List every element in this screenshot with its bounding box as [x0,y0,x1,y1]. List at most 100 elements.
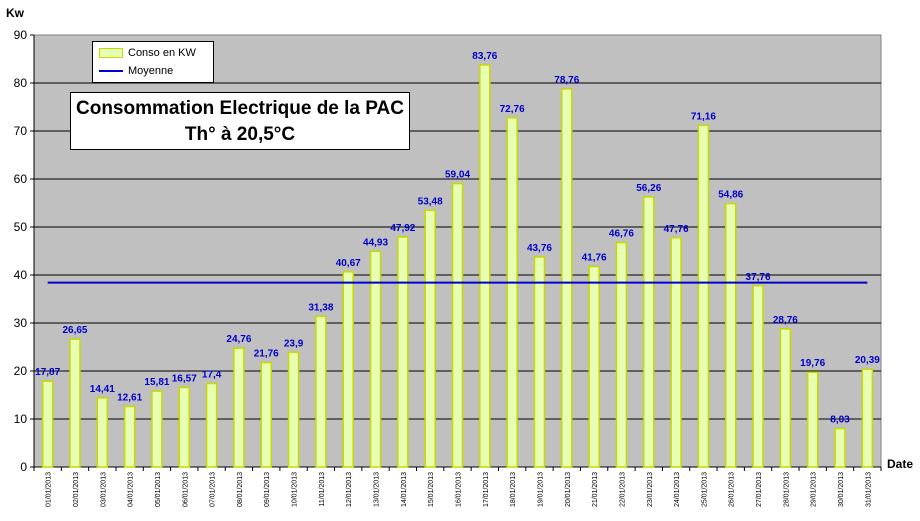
x-tick-label: 15/01/2013 [428,472,435,507]
bar [287,351,300,468]
data-label: 83,76 [472,51,497,62]
legend-swatch-conso [99,48,123,58]
y-tick-label: 50 [14,220,28,234]
legend: Conso en KW Moyenne [92,41,214,83]
y-tick-label: 90 [14,28,28,42]
bar [506,117,518,468]
x-axis-title: Date [887,457,914,471]
bar [697,124,710,468]
data-label: 59,04 [445,170,470,181]
y-tick-label: 0 [20,460,27,474]
bar [41,380,54,468]
x-tick-label: 28/01/2013 [783,472,790,507]
bar [96,397,109,468]
chart-title-box: Consommation Electrique de la PAC Th° à … [70,92,410,150]
bar [424,209,436,468]
data-label: 40,67 [336,258,361,269]
data-label: 23,9 [284,338,304,349]
legend-item-conso: Conso en KW [99,46,196,60]
legend-label-moyenne: Moyenne [128,65,174,77]
x-tick-label: 08/01/2013 [237,472,244,507]
data-label: 28,76 [773,315,798,326]
data-label: 21,76 [254,349,279,360]
x-tick-label: 12/01/2013 [346,472,353,507]
data-label: 19,76 [800,358,825,369]
x-tick-label: 18/01/2013 [510,472,517,507]
data-label: 26,65 [62,325,87,336]
data-label: 54,86 [718,190,743,201]
data-label: 47,92 [390,223,415,234]
bar [588,265,600,468]
bar [643,196,655,468]
x-tick-label: 26/01/2013 [729,472,736,507]
bar [342,271,354,468]
bar [724,202,737,468]
data-label: 53,48 [418,196,443,207]
bar [779,328,792,468]
y-tick-label: 30 [14,316,28,330]
bar [479,64,491,468]
y-axis-title: Kw [6,6,24,20]
x-tick-label: 07/01/2013 [210,472,217,507]
bar [260,361,272,468]
x-tick-label: 23/01/2013 [647,472,654,507]
bar [670,237,682,468]
chart-title: Consommation Electrique de la PAC [76,98,404,119]
data-label: 17,87 [35,367,60,378]
data-label: 46,76 [609,229,634,240]
bar [561,88,573,468]
chart-subtitle: Th° à 20,5°C [184,124,296,145]
x-tick-label: 05/01/2013 [155,472,162,507]
y-tick-label: 40 [14,268,28,282]
x-tick-label: 11/01/2013 [319,472,326,507]
y-tick-label: 70 [14,124,28,138]
x-tick-label: 22/01/2013 [619,472,626,507]
data-label: 47,76 [664,224,689,235]
legend-item-moyenne: Moyenne [99,64,173,78]
x-tick-label: 20/01/2013 [565,472,572,507]
x-tick-label: 19/01/2013 [537,472,544,507]
data-label: 24,76 [226,334,251,345]
x-tick-label: 21/01/2013 [592,472,599,507]
x-tick-label: 24/01/2013 [674,472,681,507]
x-tick-label: 04/01/2013 [128,472,135,507]
x-tick-label: 03/01/2013 [100,472,107,507]
data-label: 78,76 [554,75,579,86]
x-tick-label: 29/01/2013 [811,472,818,507]
x-tick-label: 25/01/2013 [701,472,708,507]
data-label: 44,93 [363,237,388,248]
x-tick-label: 31/01/2013 [865,472,872,507]
x-tick-label: 09/01/2013 [264,472,271,507]
x-tick-label: 17/01/2013 [483,472,490,507]
x-tick-label: 14/01/2013 [401,472,408,507]
data-label: 12,61 [117,392,142,403]
data-label: 72,76 [500,104,525,115]
x-tick-label: 30/01/2013 [838,472,845,507]
x-tick-label: 06/01/2013 [182,472,189,507]
legend-swatch-moyenne [99,70,123,72]
data-label: 20,39 [855,355,880,366]
y-tick-label: 10 [14,412,28,426]
bar [615,241,628,468]
x-tick-label: 01/01/2013 [46,472,53,507]
bar [533,256,546,468]
x-tick-label: 27/01/2013 [756,472,763,507]
bar [69,338,81,468]
x-tick-label: 02/01/2013 [73,472,80,507]
bar [369,250,382,468]
data-label: 43,76 [527,243,552,254]
bar [151,390,163,468]
data-label: 71,16 [691,111,716,122]
data-label: 14,41 [90,384,115,395]
data-label: 16,57 [172,373,197,384]
data-label: 37,76 [746,272,771,283]
x-tick-label: 16/01/2013 [456,472,463,507]
y-tick-label: 80 [14,76,28,90]
data-label: 31,38 [308,302,333,313]
bar [397,236,409,468]
bar [315,315,327,468]
y-tick-label: 20 [14,364,28,378]
data-label: 41,76 [582,253,607,264]
bar [451,182,464,468]
